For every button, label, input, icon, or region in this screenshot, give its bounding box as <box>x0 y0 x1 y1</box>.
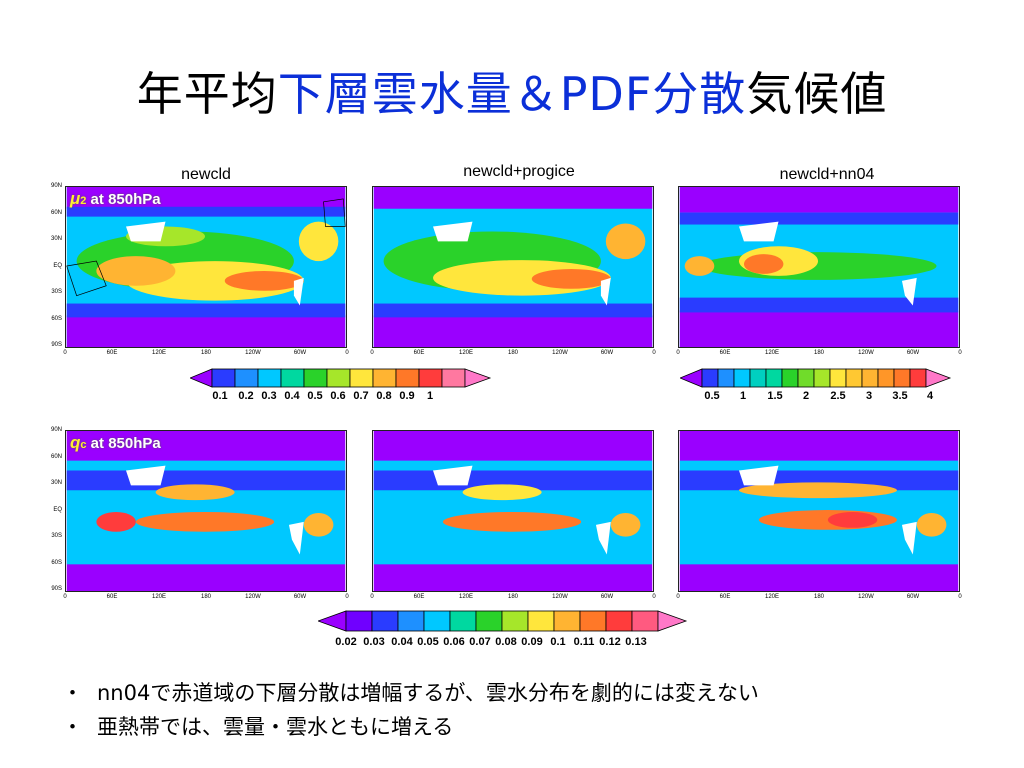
x-tick-label: 60E <box>413 594 425 600</box>
title-highlight: 下層雲水量＆PDF分散 <box>277 67 747 121</box>
bullet-text: nn04で赤道域の下層分散は増幅するが、雲水分布を劇的には変えない <box>97 681 759 705</box>
x-tick-label: 0 <box>958 350 962 356</box>
x-tick-label: 60E <box>106 594 118 600</box>
x-tick-label: 0 <box>63 594 67 600</box>
bullet-item: ・亜熱帯では、雲量・雲水ともに増える <box>62 710 759 744</box>
x-tick-label: 60W <box>293 350 307 356</box>
x-tick-label: 0 <box>676 350 680 356</box>
x-tick-label: 120E <box>458 594 473 600</box>
x-tick-label: 60W <box>600 594 614 600</box>
y-tick-label: 60S <box>51 315 62 322</box>
x-tick-label: 120W <box>552 594 568 600</box>
x-tick-label: 60E <box>413 350 425 356</box>
x-tick-label: 60W <box>906 350 920 356</box>
y-tick-label: 60N <box>50 453 62 460</box>
x-tick-label: 180 <box>200 350 211 356</box>
colorbar-qc <box>318 610 688 632</box>
column-title-nn04: newcld+nn04 <box>779 166 875 183</box>
x-tick-label: 0 <box>652 594 656 600</box>
bullet-text: 亜熱帯では、雲量・雲水ともに増える <box>97 715 454 739</box>
x-tick-label: 180 <box>200 594 211 600</box>
x-tick-label: 120W <box>552 350 568 356</box>
y-tick-label: EQ <box>53 262 62 269</box>
bullet-mark: ・ <box>62 681 83 705</box>
x-tick-label: 0 <box>676 594 680 600</box>
x-tick-label: 0 <box>652 350 656 356</box>
slide-title: 年平均下層雲水量＆PDF分散気候値 <box>0 58 1024 124</box>
x-tick-label: 60W <box>600 350 614 356</box>
title-prefix: 年平均 <box>136 67 278 121</box>
x-tick-label: 120W <box>245 594 261 600</box>
y-tick-label: 60S <box>51 559 62 566</box>
map-mu2-nn04 <box>678 186 960 348</box>
bullet-list: ・ nn04で赤道域の下層分散は増幅するが、雲水分布を劇的には変えない ・亜熱帯で… <box>62 676 759 744</box>
colorbar-mu2-nn04 <box>680 368 952 388</box>
map-mu2-newcld-field <box>66 187 346 347</box>
x-tick-label: 120E <box>764 594 779 600</box>
map-qc-newcld: qc at 850hPa <box>65 430 347 592</box>
y-tick-label: EQ <box>53 506 62 513</box>
y-tick-label: 30N <box>50 236 62 242</box>
x-tick-label: 120E <box>764 350 779 356</box>
map-qc-nn04-field <box>679 431 959 591</box>
map-label-qc: qc at 850hPa <box>70 433 161 452</box>
y-tick-label: 30S <box>51 533 62 539</box>
map-qc-nn04 <box>678 430 960 592</box>
map-mu2-nn04-field <box>679 187 959 347</box>
map-qc-progice <box>372 430 654 592</box>
map-qc-progice-field <box>373 431 653 591</box>
x-tick-label: 180 <box>813 350 824 356</box>
x-tick-label: 120W <box>858 350 874 356</box>
x-tick-label: 180 <box>507 350 518 356</box>
y-tick-label: 90S <box>51 586 62 592</box>
map-mu2-progice <box>372 186 654 348</box>
x-tick-label: 180 <box>813 594 824 600</box>
x-tick-label: 0 <box>345 594 349 600</box>
y-tick-label: 30N <box>50 480 62 486</box>
x-tick-label: 0 <box>958 594 962 600</box>
map-label-mu2: μ2 at 850hPa <box>70 189 161 208</box>
column-title-newcld: newcld <box>181 166 231 183</box>
x-tick-label: 120E <box>151 594 166 600</box>
x-tick-label: 60W <box>293 594 307 600</box>
x-tick-label: 60E <box>719 350 731 356</box>
x-tick-label: 60E <box>719 594 731 600</box>
x-tick-label: 120W <box>245 350 261 356</box>
x-tick-label: 60E <box>106 350 118 356</box>
map-qc-newcld-field <box>66 431 346 591</box>
x-tick-label: 120W <box>858 594 874 600</box>
y-tick-label: 90S <box>51 342 62 348</box>
x-tick-label: 0 <box>370 594 374 600</box>
x-tick-label: 0 <box>63 350 67 356</box>
y-tick-label: 90N <box>50 183 62 189</box>
x-tick-label: 120E <box>151 350 166 356</box>
x-tick-label: 120E <box>458 350 473 356</box>
map-mu2-progice-field <box>373 187 653 347</box>
bullet-item: ・ nn04で赤道域の下層分散は増幅するが、雲水分布を劇的には変えない <box>62 676 759 710</box>
x-tick-label: 60W <box>906 594 920 600</box>
y-tick-label: 30S <box>51 289 62 295</box>
map-mu2-newcld: μ2 at 850hPa <box>65 186 347 348</box>
title-suffix: 気候値 <box>746 67 888 121</box>
y-tick-label: 60N <box>50 209 62 216</box>
x-tick-label: 180 <box>507 594 518 600</box>
column-title-progice: newcld+progice <box>463 163 575 180</box>
colorbar-mu2-linear <box>190 368 492 388</box>
x-tick-label: 0 <box>345 350 349 356</box>
y-tick-label: 90N <box>50 427 62 433</box>
x-tick-label: 0 <box>370 350 374 356</box>
bullet-mark: ・ <box>62 715 83 739</box>
